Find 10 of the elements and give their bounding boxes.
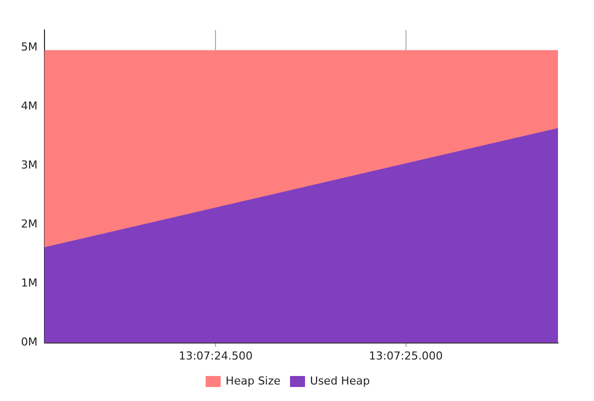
y-tick-label: 1M xyxy=(20,276,38,290)
y-tick-label: 4M xyxy=(20,100,38,113)
legend-label: Heap Size xyxy=(226,374,281,388)
x-tick-label: 13:07:24.500 xyxy=(178,349,253,362)
y-tick-label: 0M xyxy=(20,336,38,349)
y-tick-label: 5M xyxy=(20,40,38,54)
x-tick-label: 13:07:25.000 xyxy=(368,349,443,362)
y-tick-label: 3M xyxy=(20,158,38,172)
y-tick-label: 2M xyxy=(20,218,38,231)
legend-label: Used Heap xyxy=(310,374,370,388)
